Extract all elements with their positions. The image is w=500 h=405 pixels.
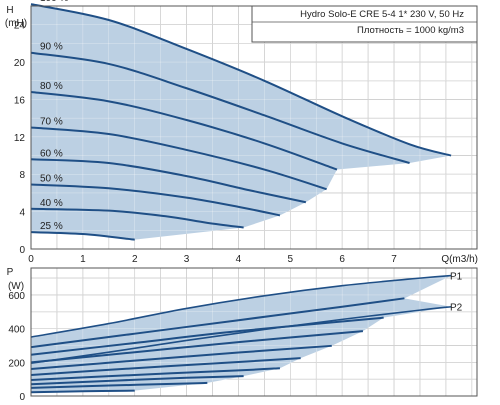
- head-x-tick-label: 5: [288, 254, 294, 265]
- head-y-tick-label: 16: [14, 95, 26, 106]
- head-curve-60pct: [30, 158, 307, 204]
- head-y-tick-label: 24: [14, 21, 26, 32]
- head-y-tick-label: 20: [14, 58, 26, 69]
- head-curve-label: 40 %: [40, 198, 63, 209]
- power-plot-frame: [30, 267, 478, 397]
- head-x-tick-label: 7: [391, 254, 397, 265]
- head-x-axis-label: Q(m3/h): [441, 254, 478, 265]
- pump-model-title: Hydro Solo-E CRE 5-4 1* 230 V, 50 Hz: [300, 9, 464, 20]
- power-curve-speed-9: [30, 381, 208, 389]
- power-y-tick-label: 600: [8, 291, 25, 302]
- power-curve-speed-3: [30, 316, 384, 356]
- head-curve-label: 25 %: [40, 221, 63, 232]
- power-y-tick-label: 0: [19, 392, 25, 400]
- head-y-tick-label: 4: [19, 208, 25, 219]
- power-curve-p1: [30, 274, 452, 338]
- power-operating-envelope: [31, 275, 452, 393]
- head-curve-70pct: [30, 126, 327, 191]
- head-curve-50pct: [30, 183, 281, 217]
- head-y-tick-label: 0: [19, 245, 25, 256]
- head-curve-label: 60 %: [40, 148, 63, 159]
- power-y-axis-label: P: [7, 267, 14, 278]
- head-x-tick-label: 2: [132, 254, 138, 265]
- head-x-tick-label: 3: [184, 254, 190, 265]
- head-curve-25pct: [30, 231, 135, 241]
- head-curve-90pct: [30, 51, 410, 164]
- head-y-tick-label: 8: [19, 170, 25, 181]
- power-curve-label-p1: P1: [450, 272, 463, 283]
- head-curve-label: 80 %: [40, 81, 63, 92]
- head-curve-100pct: [30, 3, 452, 157]
- head-curve-40pct: [30, 207, 244, 229]
- power-curve-speed-7: [30, 367, 280, 381]
- title-box: [251, 5, 478, 43]
- power-y-tick-label: 200: [8, 358, 25, 369]
- head-curve-label: 50 %: [40, 174, 63, 185]
- head-y-axis-label: H: [6, 5, 13, 16]
- power-curve-speed-2: [30, 297, 405, 349]
- head-curve-80pct: [30, 90, 338, 171]
- head-x-tick-label: 4: [236, 254, 242, 265]
- power-curve-speed-6: [30, 357, 301, 376]
- power-curve-speed-8: [30, 375, 244, 386]
- power-curve-label-p2: P2: [450, 303, 463, 314]
- power-curve-speed-4: [30, 330, 363, 364]
- density-note: Плотность = 1000 kg/m3: [357, 25, 464, 36]
- head-curve-label: 100 %: [40, 0, 68, 4]
- power-curve-speed-10: [30, 389, 135, 394]
- head-x-tick-label: 6: [339, 254, 345, 265]
- power-y-axis-unit: (W): [8, 281, 24, 292]
- power-curve-speed-5: [30, 344, 332, 371]
- head-y-axis-unit: (mH): [5, 18, 27, 29]
- head-y-tick-label: 12: [14, 133, 26, 144]
- power-y-tick-label: 400: [8, 325, 25, 336]
- head-x-tick-label: 1: [80, 254, 86, 265]
- head-x-tick-label: 0: [28, 254, 34, 265]
- head-curve-label: 90 %: [40, 42, 63, 53]
- head-operating-envelope: [31, 4, 452, 240]
- head-curve-label: 70 %: [40, 117, 63, 128]
